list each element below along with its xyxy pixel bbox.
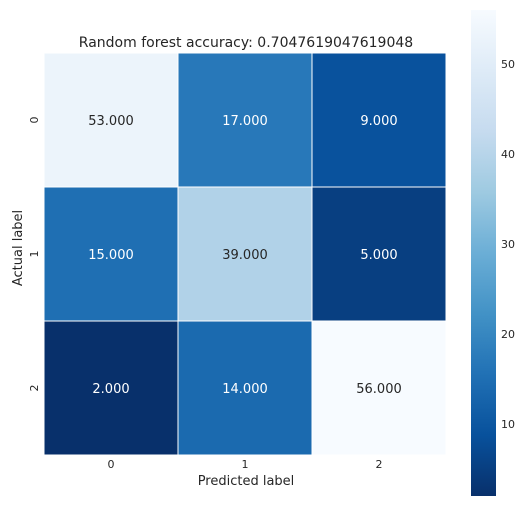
- heatmap-cell: [311, 52, 447, 188]
- cell-value-label: 2.000: [92, 382, 129, 397]
- heatmap-cell: [43, 186, 179, 322]
- y-axis-ticks: 0 1 2: [28, 117, 41, 392]
- heatmap-cell: [43, 320, 179, 456]
- colorbar-gradient: [471, 10, 496, 496]
- cell-value-label: 53.000: [88, 114, 134, 129]
- cell-value-label: 14.000: [222, 382, 268, 397]
- cell-value-label: 56.000: [356, 382, 402, 397]
- colorbar-tick-label: 40: [501, 148, 515, 161]
- x-tick-label: 0: [108, 458, 115, 471]
- cell-value-label: 9.000: [360, 114, 397, 129]
- cell-value-label: 15.000: [88, 248, 134, 263]
- x-tick-label: 2: [376, 458, 383, 471]
- y-tick-label: 2: [28, 385, 41, 392]
- heatmap-cell: [43, 52, 179, 188]
- colorbar: [471, 10, 496, 496]
- colorbar-tick-label: 50: [501, 58, 515, 71]
- heatmap-cell: [311, 186, 447, 322]
- y-tick-label: 1: [28, 251, 41, 258]
- cell-value-label: 5.000: [360, 248, 397, 263]
- cell-value-label: 17.000: [222, 114, 268, 129]
- y-tick-label: 0: [28, 117, 41, 124]
- heatmap-cell: [177, 52, 313, 188]
- colorbar-tick-label: 30: [501, 238, 515, 251]
- colorbar-tick-label: 20: [501, 328, 515, 341]
- x-axis-ticks: 0 1 2: [108, 458, 383, 471]
- x-tick-label: 1: [242, 458, 249, 471]
- heatmap-cells: 53.000 17.000 9.000 15.000 39.000 5.000 2.000 1…: [43, 52, 447, 456]
- y-axis-label: Actual label: [11, 210, 26, 286]
- cell-value-label: 39.000: [222, 248, 268, 263]
- heatmap-cell: [311, 320, 447, 456]
- chart-title: Random forest accuracy: 0.70476190476190…: [79, 35, 413, 51]
- x-axis-label: Predicted label: [198, 474, 295, 489]
- colorbar-tick-label: 10: [501, 418, 515, 431]
- colorbar-ticks: 10 20 30 40 50: [501, 58, 515, 431]
- heatmap-cell: [177, 186, 313, 322]
- heatmap-cell: [177, 320, 313, 456]
